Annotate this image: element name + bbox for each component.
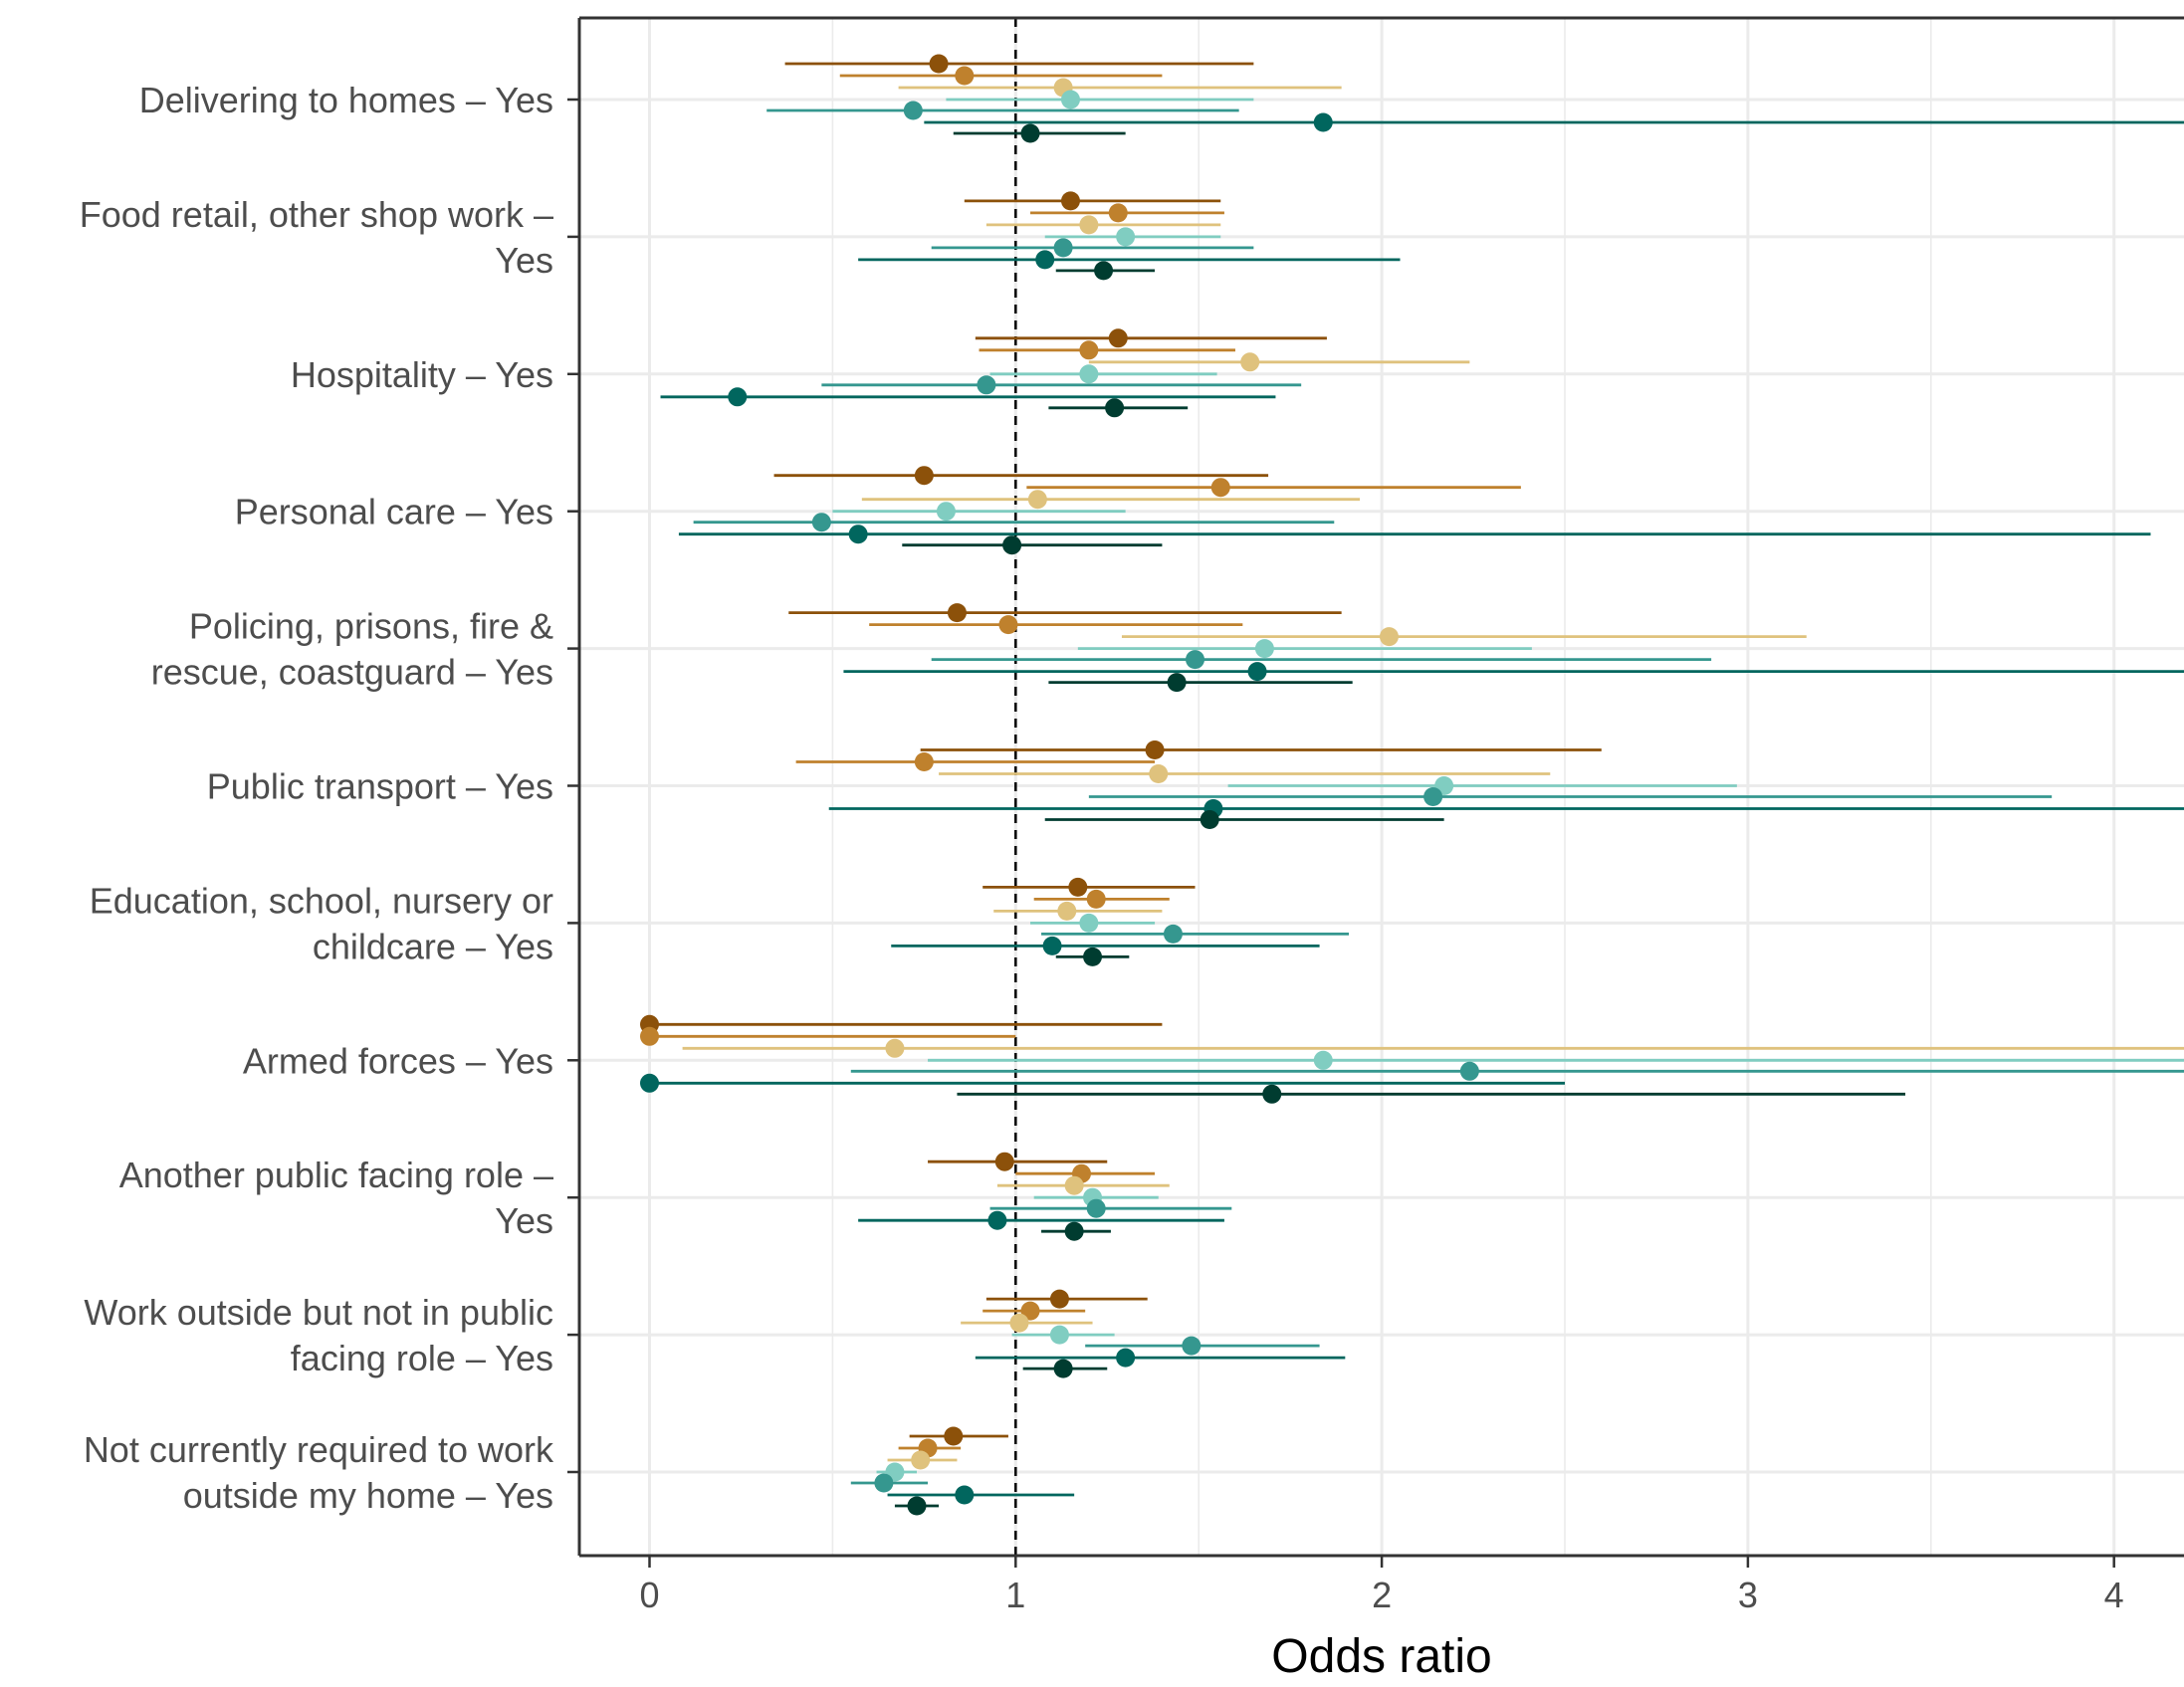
odds-ratio-point bbox=[955, 1485, 975, 1505]
odds-ratio-point bbox=[914, 752, 934, 771]
odds-ratio-point bbox=[1108, 203, 1128, 223]
x-tick-label: 0 bbox=[639, 1575, 659, 1615]
category-label: Food retail, other shop work – Yes bbox=[80, 194, 553, 281]
odds-ratio-point bbox=[1053, 238, 1073, 258]
category-label: Personal care – Yes bbox=[235, 492, 553, 532]
odds-ratio-point bbox=[1079, 913, 1099, 933]
category-label: Education, school, nursery or childcare –… bbox=[90, 880, 553, 966]
odds-ratio-point bbox=[1079, 340, 1099, 360]
odds-ratio-point bbox=[914, 466, 934, 486]
odds-ratio-point bbox=[811, 513, 831, 532]
odds-ratio-point bbox=[1149, 764, 1169, 783]
odds-ratio-point bbox=[1262, 1084, 1282, 1104]
odds-ratio-point bbox=[874, 1473, 894, 1493]
odds-ratio-point bbox=[998, 615, 1018, 635]
odds-ratio-point bbox=[1313, 112, 1333, 132]
odds-ratio-point bbox=[1313, 1050, 1333, 1070]
odds-ratio-point bbox=[1200, 810, 1219, 829]
odds-ratio-point bbox=[1079, 364, 1099, 384]
x-tick-label: 2 bbox=[1372, 1575, 1392, 1615]
odds-ratio-point bbox=[1247, 662, 1267, 682]
odds-ratio-point bbox=[1240, 352, 1260, 372]
odds-ratio-point bbox=[1035, 250, 1055, 270]
odds-ratio-point bbox=[1009, 1313, 1029, 1333]
category-label: Delivering to homes – Yes bbox=[139, 80, 553, 120]
odds-ratio-point bbox=[1116, 227, 1136, 247]
odds-ratio-point bbox=[1083, 947, 1103, 966]
odds-ratio-point bbox=[1068, 877, 1088, 897]
odds-ratio-point bbox=[1116, 1348, 1136, 1368]
odds-ratio-point bbox=[907, 1496, 927, 1516]
odds-ratio-point bbox=[1064, 1175, 1084, 1195]
odds-ratio-point bbox=[1079, 215, 1099, 235]
odds-ratio-point bbox=[987, 1210, 1007, 1230]
odds-ratio-point bbox=[640, 1073, 659, 1093]
odds-ratio-point bbox=[1049, 1325, 1069, 1345]
odds-ratio-point bbox=[1020, 123, 1040, 143]
odds-ratio-point bbox=[1086, 1198, 1106, 1218]
odds-ratio-point bbox=[1060, 90, 1080, 109]
odds-ratio-point bbox=[1105, 398, 1125, 418]
odds-ratio-point bbox=[1057, 901, 1077, 921]
x-axis-title: Odds ratio bbox=[1271, 1630, 1491, 1682]
axes bbox=[567, 16, 2184, 1568]
odds-ratio-point bbox=[1459, 1061, 1479, 1081]
odds-ratio-point bbox=[1002, 535, 1022, 555]
odds-ratio-point bbox=[977, 375, 996, 395]
odds-ratio-point bbox=[1167, 673, 1187, 693]
odds-ratio-point bbox=[947, 603, 967, 623]
odds-ratio-point bbox=[1163, 924, 1183, 944]
odds-ratio-point bbox=[1027, 490, 1047, 510]
odds-ratio-point bbox=[944, 1426, 964, 1446]
odds-ratio-point bbox=[929, 54, 949, 74]
odds-ratio-point bbox=[1086, 889, 1106, 909]
odds-ratio-point bbox=[1210, 478, 1230, 498]
category-label: Not currently required to work outside my… bbox=[84, 1429, 554, 1516]
odds-ratio-point bbox=[885, 1038, 905, 1058]
odds-ratio-point bbox=[955, 66, 975, 86]
odds-ratio-point bbox=[1020, 1301, 1040, 1321]
category-label: Armed forces – Yes bbox=[243, 1040, 553, 1081]
x-tick-label: 4 bbox=[2104, 1575, 2124, 1615]
odds-ratio-point bbox=[640, 1026, 659, 1046]
odds-ratio-point bbox=[1064, 1221, 1084, 1241]
odds-ratio-point bbox=[1254, 639, 1274, 659]
category-label: Hospitality – Yes bbox=[291, 354, 553, 395]
odds-ratio-point bbox=[1186, 650, 1205, 670]
x-tick-label: 1 bbox=[1005, 1575, 1025, 1615]
odds-ratio-point bbox=[1423, 787, 1443, 806]
category-label: Public transport – Yes bbox=[207, 766, 553, 807]
odds-ratio-point bbox=[1053, 1359, 1073, 1378]
category-label: Work outside but not in public facing rol… bbox=[84, 1292, 553, 1378]
x-tick-label: 3 bbox=[1738, 1575, 1758, 1615]
odds-ratio-point bbox=[936, 502, 956, 522]
odds-ratio-point bbox=[848, 525, 868, 544]
category-label: Policing, prisons, fire & rescue, coastgu… bbox=[151, 606, 553, 693]
odds-ratio-point bbox=[1145, 740, 1165, 759]
labels: 0 1 2 3 4 Delivering to homes – Yes Food retai… bbox=[80, 80, 2124, 1615]
odds-ratio-point bbox=[1094, 261, 1114, 281]
odds-ratio-point bbox=[903, 101, 923, 120]
category-label: Another public facing role – Yes bbox=[119, 1155, 553, 1241]
odds-ratio-point bbox=[1182, 1336, 1201, 1356]
odds-ratio-point bbox=[1108, 328, 1128, 348]
odds-ratio-point bbox=[1060, 191, 1080, 211]
odds-ratio-point bbox=[1379, 627, 1399, 647]
odds-ratio-point bbox=[911, 1450, 931, 1470]
odds-ratio-point bbox=[1049, 1289, 1069, 1309]
odds-ratio-point bbox=[1042, 936, 1062, 955]
odds-ratio-point bbox=[994, 1152, 1014, 1171]
odds-ratio-point bbox=[728, 387, 748, 407]
data-layer bbox=[640, 54, 2184, 1516]
